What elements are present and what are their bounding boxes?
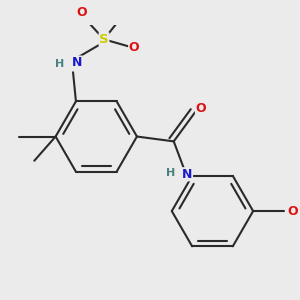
Text: O: O xyxy=(76,6,87,19)
Text: S: S xyxy=(99,33,109,46)
Text: O: O xyxy=(196,102,206,115)
Text: N: N xyxy=(72,56,82,69)
Text: H: H xyxy=(166,168,176,178)
Text: H: H xyxy=(55,58,64,69)
Text: N: N xyxy=(182,168,193,181)
Text: O: O xyxy=(287,205,298,218)
Text: O: O xyxy=(129,40,140,54)
